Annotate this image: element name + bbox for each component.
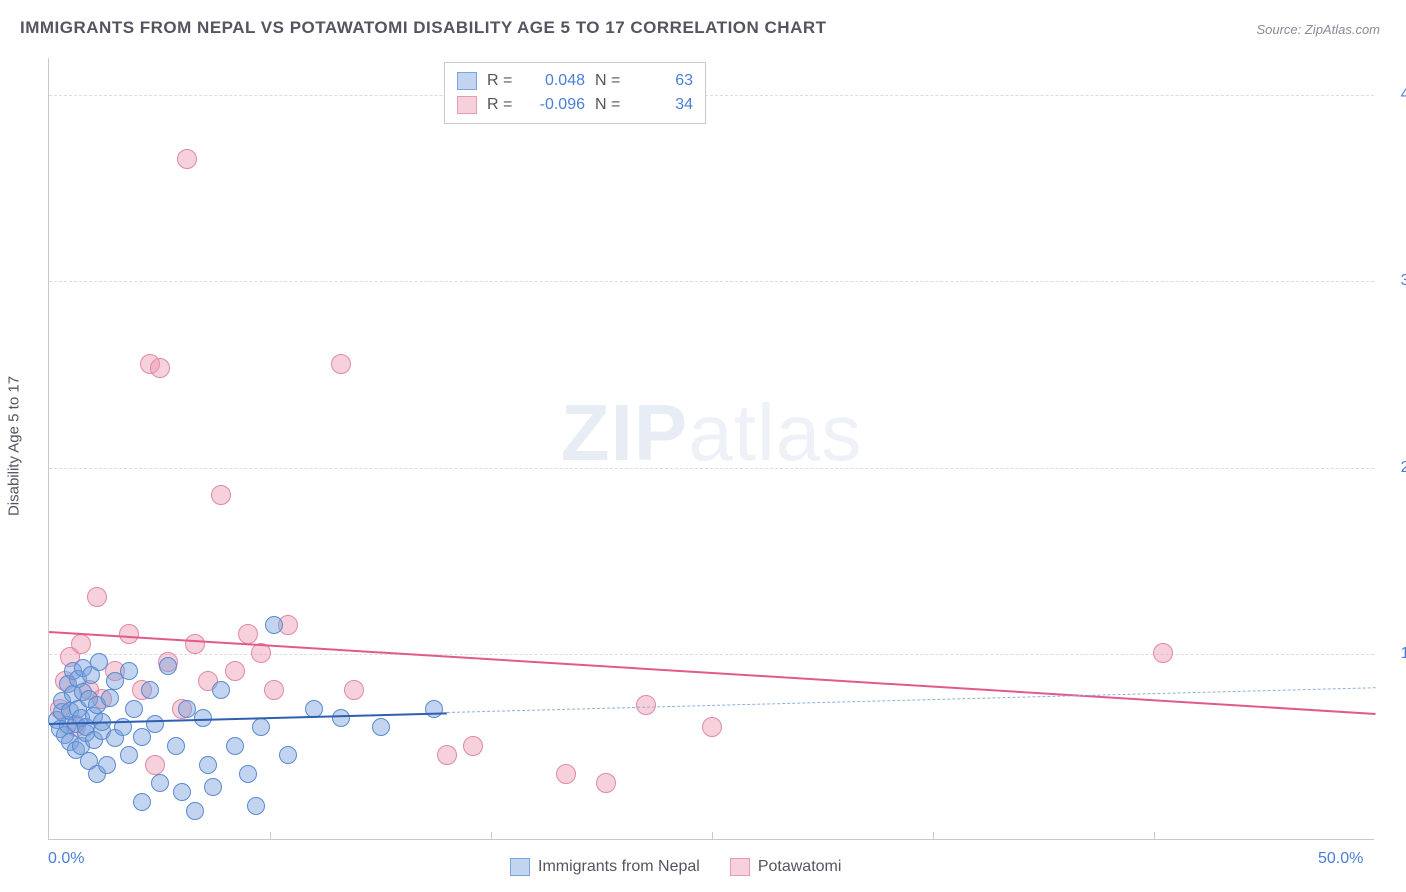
legend-item-nepal: Immigrants from Nepal [510, 858, 700, 876]
data-point-nepal [265, 616, 283, 634]
data-point-nepal [90, 653, 108, 671]
data-point-nepal [279, 746, 297, 764]
x-tick [270, 832, 271, 840]
data-point-nepal [159, 657, 177, 675]
x-tick [491, 832, 492, 840]
stats-legend: R =0.048 N =63 R =-0.096 N =34 [444, 62, 706, 124]
data-point-nepal [167, 737, 185, 755]
x-tick [1154, 832, 1155, 840]
data-point-nepal [173, 783, 191, 801]
gridline [49, 281, 1374, 282]
y-tick-label: 30.0% [1386, 272, 1406, 290]
stats-row-nepal: R =0.048 N =63 [457, 69, 693, 93]
data-point-nepal [425, 700, 443, 718]
data-point-potawatomi [636, 695, 656, 715]
data-point-nepal [125, 700, 143, 718]
data-point-nepal [252, 718, 270, 736]
plot-area: ZIPatlas 10.0%20.0%30.0%40.0% [48, 58, 1374, 840]
data-point-nepal [372, 718, 390, 736]
y-tick-label: 40.0% [1386, 86, 1406, 104]
data-point-nepal [212, 681, 230, 699]
data-point-potawatomi [71, 634, 91, 654]
data-point-potawatomi [145, 755, 165, 775]
trend-line [49, 631, 1375, 715]
data-point-potawatomi [1153, 643, 1173, 663]
data-point-potawatomi [150, 358, 170, 378]
x-tick-label: 0.0% [48, 850, 84, 868]
data-point-potawatomi [185, 634, 205, 654]
data-point-nepal [226, 737, 244, 755]
data-point-potawatomi [331, 354, 351, 374]
gridline [49, 468, 1374, 469]
x-tick-label: 50.0% [1318, 850, 1363, 868]
data-point-nepal [98, 756, 116, 774]
data-point-nepal [247, 797, 265, 815]
swatch-potawatomi [457, 96, 477, 114]
data-point-nepal [199, 756, 217, 774]
gridline [49, 95, 1374, 96]
data-point-nepal [186, 802, 204, 820]
data-point-nepal [151, 774, 169, 792]
source-attribution: Source: ZipAtlas.com [1256, 22, 1380, 37]
data-point-nepal [120, 662, 138, 680]
data-point-nepal [146, 715, 164, 733]
data-point-nepal [204, 778, 222, 796]
data-point-nepal [101, 689, 119, 707]
data-point-potawatomi [702, 717, 722, 737]
trend-line [447, 687, 1375, 713]
stats-row-potawatomi: R =-0.096 N =34 [457, 93, 693, 117]
swatch-potawatomi-icon [730, 858, 750, 876]
series-legend: Immigrants from Nepal Potawatomi [510, 858, 841, 876]
data-point-potawatomi [119, 624, 139, 644]
data-point-nepal [120, 746, 138, 764]
data-point-potawatomi [556, 764, 576, 784]
chart-title: IMMIGRANTS FROM NEPAL VS POTAWATOMI DISA… [20, 18, 827, 38]
data-point-nepal [239, 765, 257, 783]
data-point-potawatomi [264, 680, 284, 700]
data-point-potawatomi [238, 624, 258, 644]
data-point-potawatomi [437, 745, 457, 765]
data-point-potawatomi [463, 736, 483, 756]
swatch-nepal-icon [510, 858, 530, 876]
legend-item-potawatomi: Potawatomi [730, 858, 842, 876]
data-point-nepal [332, 709, 350, 727]
data-point-potawatomi [225, 661, 245, 681]
x-tick [933, 832, 934, 840]
data-point-nepal [133, 793, 151, 811]
y-tick-label: 20.0% [1386, 459, 1406, 477]
y-axis-title: Disability Age 5 to 17 [6, 376, 23, 516]
y-tick-label: 10.0% [1386, 645, 1406, 663]
x-tick [712, 832, 713, 840]
data-point-potawatomi [177, 149, 197, 169]
watermark: ZIPatlas [561, 387, 862, 479]
data-point-potawatomi [87, 587, 107, 607]
swatch-nepal [457, 72, 477, 90]
data-point-nepal [141, 681, 159, 699]
data-point-potawatomi [596, 773, 616, 793]
data-point-potawatomi [211, 485, 231, 505]
data-point-potawatomi [344, 680, 364, 700]
gridline [49, 654, 1374, 655]
